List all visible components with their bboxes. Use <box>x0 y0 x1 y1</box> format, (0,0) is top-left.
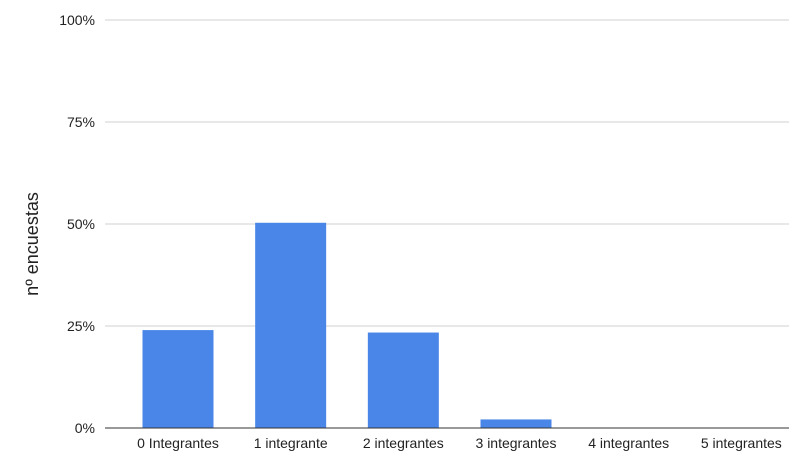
y-tick-label: 0% <box>75 420 95 436</box>
bar <box>367 332 439 428</box>
bar <box>255 222 327 428</box>
x-tick-label: 1 integrante <box>254 435 328 451</box>
y-axis-label: nº encuestas <box>22 192 42 296</box>
y-tick-label: 75% <box>67 114 95 130</box>
bar <box>480 419 552 428</box>
x-tick-label: 4 integrantes <box>588 435 669 451</box>
x-tick-label: 2 integrantes <box>363 435 444 451</box>
bar <box>142 330 214 428</box>
grid-lines <box>105 19 789 327</box>
x-tick-label: 0 Integrantes <box>137 435 219 451</box>
x-axis-ticks: 0 Integrantes 1 integrante 2 integrantes 3 … <box>137 435 782 451</box>
x-tick-label: 3 integrantes <box>476 435 557 451</box>
y-tick-label: 25% <box>67 318 95 334</box>
bars <box>142 222 552 428</box>
y-axis-ticks: 0% 25% 50% 75% 100% <box>59 12 95 436</box>
y-tick-label: 100% <box>59 12 95 28</box>
y-tick-label: 50% <box>67 216 95 232</box>
x-tick-label: 5 integrantes <box>701 435 782 451</box>
